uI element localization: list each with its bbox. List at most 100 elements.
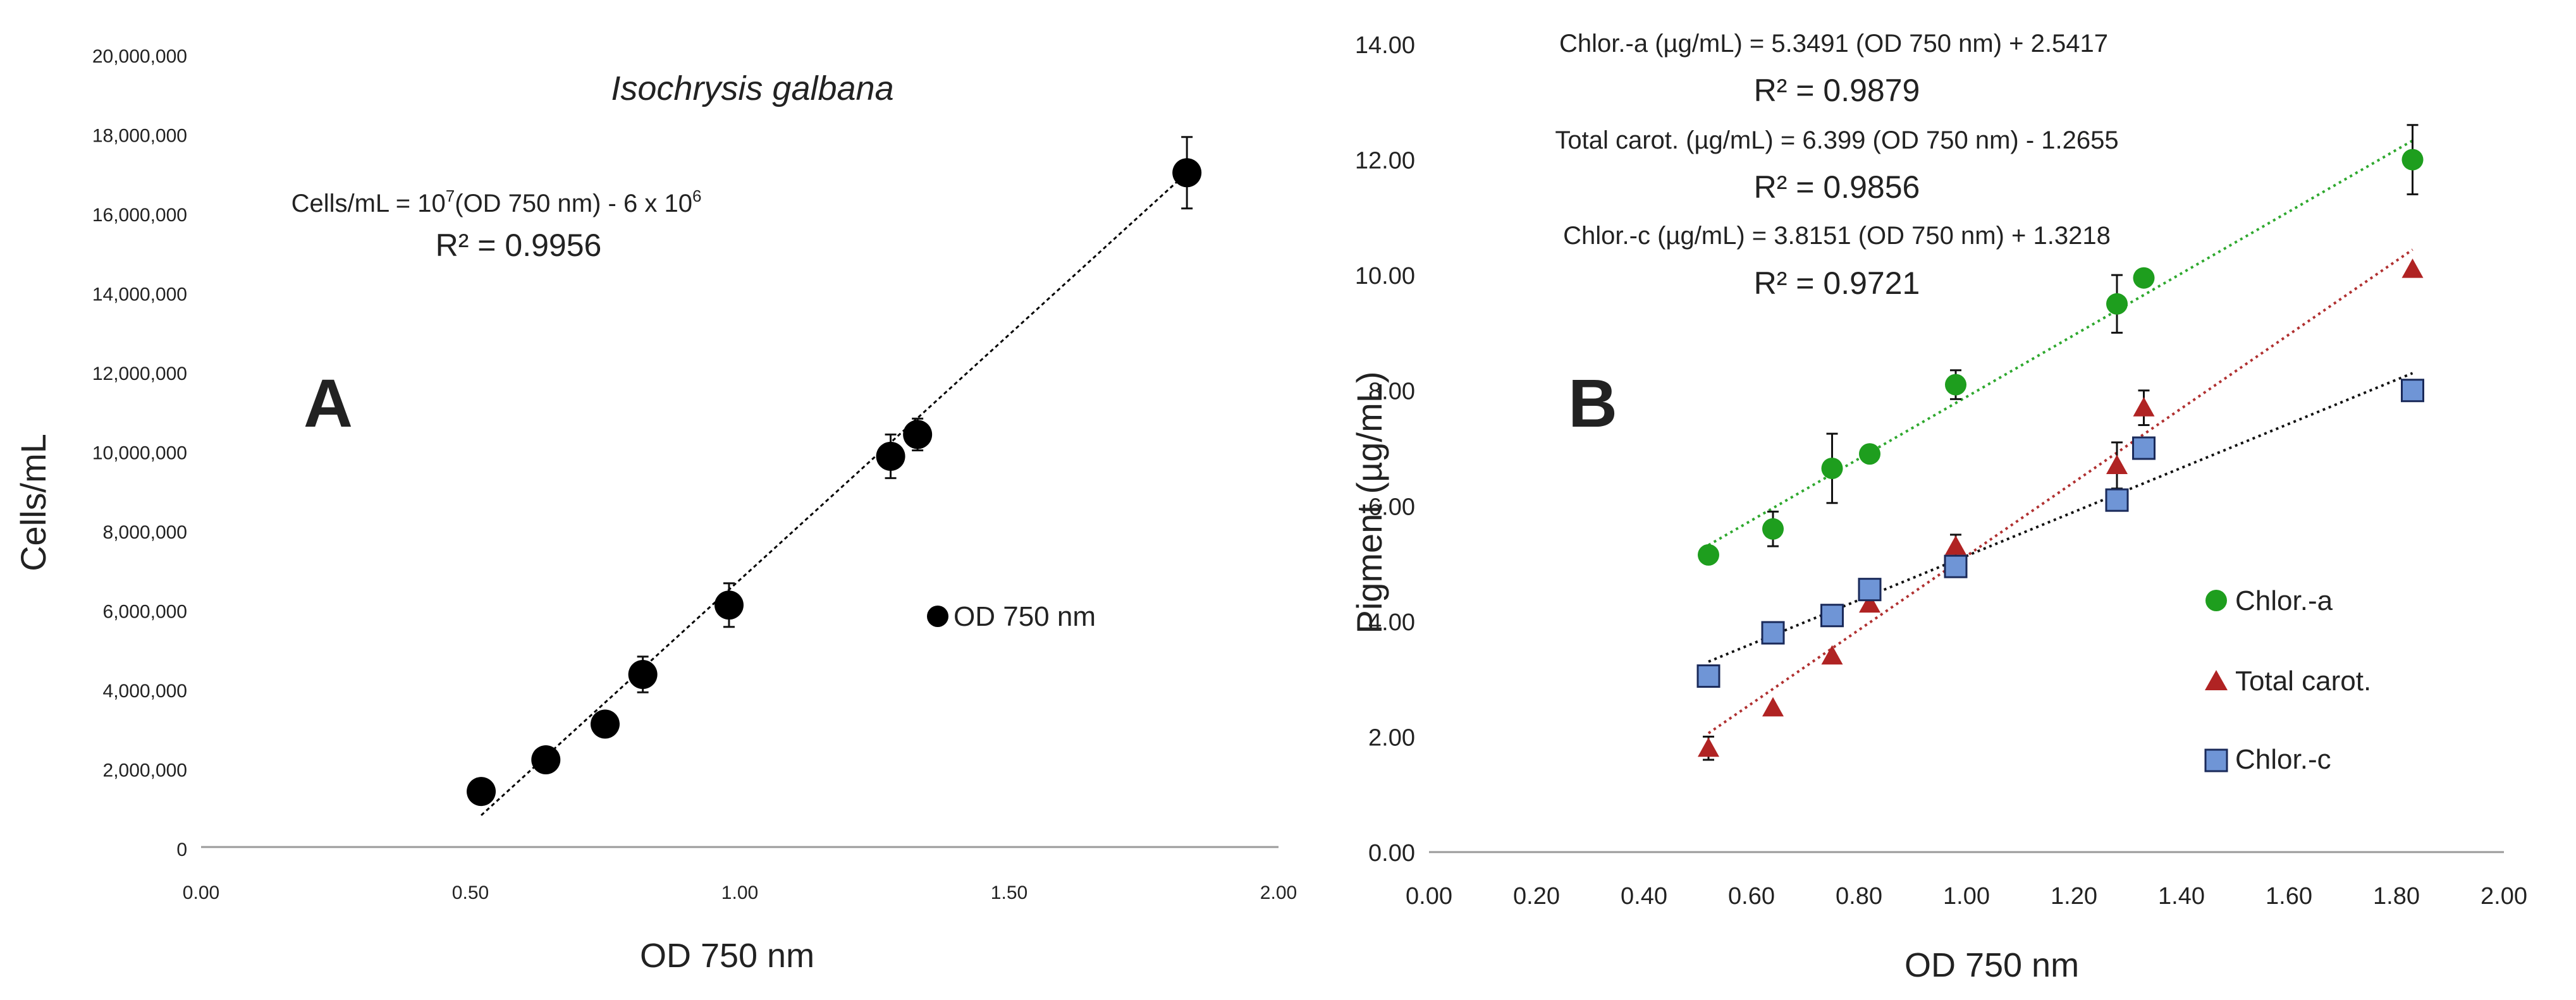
y-tick-label: 6,000,000 (103, 602, 187, 623)
data-point (1821, 457, 1843, 479)
y-tick-label: 0.00 (1368, 840, 1415, 867)
x-tick-label: 0.80 (1836, 883, 1882, 910)
y-tick-label: 8,000,000 (103, 522, 187, 543)
y-tick-label: 10,000,000 (92, 443, 187, 464)
y-tick-label: 6.00 (1368, 494, 1415, 520)
data-point (1859, 593, 1880, 613)
r-squared-label: R² = 0.9956 (436, 228, 602, 263)
y-tick-label: 2.00 (1368, 724, 1415, 751)
data-point (1820, 604, 1844, 628)
data-point (1172, 158, 1202, 188)
data-point (1858, 578, 1882, 602)
data-point (2132, 436, 2156, 460)
y-tick-label: 12.00 (1355, 148, 1415, 174)
equation-label: Cells/mL = 107(OD 750 nm) - 6 x 106 (291, 186, 702, 217)
trendline-chlor-c (1708, 372, 2413, 663)
y-tick-label: 12,000,000 (92, 363, 187, 384)
x-tick-label: 1.80 (2373, 883, 2420, 910)
legend-label-total-carot: Total carot. (2235, 666, 2371, 697)
equation-superscript-1: 7 (446, 186, 455, 205)
y-tick-label: 8.00 (1368, 379, 1415, 405)
data-point (1761, 621, 1785, 645)
x-tick-label: 1.60 (2266, 883, 2312, 910)
data-point (1945, 374, 1966, 396)
panel-b-svg: 0.00 0.20 0.40 0.60 0.80 1.00 1.20 1.40 1.60 1.80… (1349, 30, 2527, 984)
panel-label: B (1568, 365, 1617, 441)
data-point (2133, 267, 2155, 289)
y-tick-label: 4.00 (1368, 609, 1415, 636)
legend-marker-chlor-a (2205, 590, 2227, 611)
x-tick-label: 1.00 (1943, 883, 1990, 910)
y-tick-label: 4,000,000 (103, 681, 187, 702)
data-point (628, 660, 658, 690)
x-tick-label: 0.00 (183, 882, 219, 903)
x-tick-label: 1.40 (2158, 883, 2205, 910)
x-tick-label: 1.50 (991, 882, 1027, 903)
r-squared-chlor-a: R² = 0.9879 (1754, 73, 1920, 108)
data-point (1945, 535, 1966, 555)
data-point (903, 420, 933, 449)
y-tick-label: 18,000,000 (92, 126, 187, 147)
trendline (481, 172, 1188, 816)
data-point (531, 745, 561, 774)
r-squared-total-carot: R² = 0.9856 (1754, 169, 1920, 205)
y-tick-label: 0 (176, 839, 187, 860)
y-axis-label: Pigment (µg/mL) (1349, 371, 1389, 633)
x-tick-label: 1.20 (2051, 883, 2097, 910)
data-point (2106, 293, 2128, 315)
data-point (591, 709, 620, 739)
data-point (1859, 443, 1880, 465)
data-point (1762, 518, 1784, 540)
legend-marker-total-carot (2205, 670, 2228, 690)
y-tick-label: 14,000,000 (92, 284, 187, 305)
data-point (1698, 544, 1719, 566)
data-point (2106, 454, 2128, 474)
equation-total-carot: Total carot. (µg/mL) = 6.399 (OD 750 nm)… (1555, 126, 2118, 154)
equation-part-1: Cells/mL = 10 (291, 190, 446, 217)
x-tick-label: 2.00 (1260, 882, 1297, 903)
y-tick-label: 10.00 (1355, 263, 1415, 290)
x-axis-label: OD 750 nm (640, 937, 814, 975)
equation-chlor-a: Chlor.-a (µg/mL) = 5.3491 (OD 750 nm) + … (1559, 30, 2108, 58)
data-point (1762, 697, 1784, 717)
y-tick-label: 16,000,000 (92, 205, 187, 226)
x-tick-label: 0.40 (1621, 883, 1667, 910)
x-tick-label: 0.60 (1728, 883, 1775, 910)
trendline-total-carot- (1707, 248, 2413, 735)
y-tick-label: 2,000,000 (103, 760, 187, 781)
data-point (2401, 149, 2424, 171)
panel-b-chart: 0.00 0.20 0.40 0.60 0.80 1.00 1.20 1.40 1.60 1.80… (1322, 0, 2576, 1000)
legend-label: OD 750 nm (954, 601, 1096, 632)
x-tick-label: 2.00 (2481, 883, 2527, 910)
panel-a-chart: 0.00 0.50 1.00 1.50 2.00 0 2,000,000 4,000,000… (13, 46, 1297, 975)
panel-a-svg: 0.00 0.50 1.00 1.50 2.00 0 2,000,000 4,000,000… (13, 46, 1297, 975)
equation-superscript-2: 6 (692, 186, 701, 205)
data-point (876, 441, 905, 471)
y-tick-label: 14.00 (1355, 32, 1415, 59)
x-tick-label: 1.00 (721, 882, 758, 903)
data-point (467, 777, 496, 807)
legend-label-chlor-c: Chlor.-c (2235, 744, 2331, 775)
data-point (2401, 259, 2424, 278)
x-axis-label: OD 750 nm (1904, 946, 2079, 984)
data-point (2105, 488, 2129, 512)
r-squared-chlor-c: R² = 0.9721 (1754, 265, 1920, 301)
x-tick-label: 0.20 (1513, 883, 1560, 910)
data-point (1944, 554, 1968, 578)
panel-label: A (304, 365, 353, 441)
trendline-chlor-a (1708, 139, 2413, 547)
legend-label-chlor-a: Chlor.-a (2235, 585, 2333, 616)
chart-title: Isochrysis galbana (611, 70, 893, 107)
data-point (2401, 379, 2424, 403)
data-point (2133, 397, 2155, 417)
equation-chlor-c: Chlor.-c (µg/mL) = 3.8151 (OD 750 nm) + … (1563, 222, 2111, 250)
data-point (1698, 737, 1719, 757)
x-tick-label: 0.50 (452, 882, 489, 903)
y-axis-label: Cells/mL (13, 434, 53, 571)
data-point (1821, 645, 1843, 665)
legend-marker-chlor-c (2204, 748, 2228, 772)
equation-part-2: (OD 750 nm) - 6 x 10 (455, 190, 692, 217)
data-point (714, 590, 744, 620)
data-point (1696, 664, 1720, 688)
y-tick-label: 20,000,000 (92, 46, 187, 67)
